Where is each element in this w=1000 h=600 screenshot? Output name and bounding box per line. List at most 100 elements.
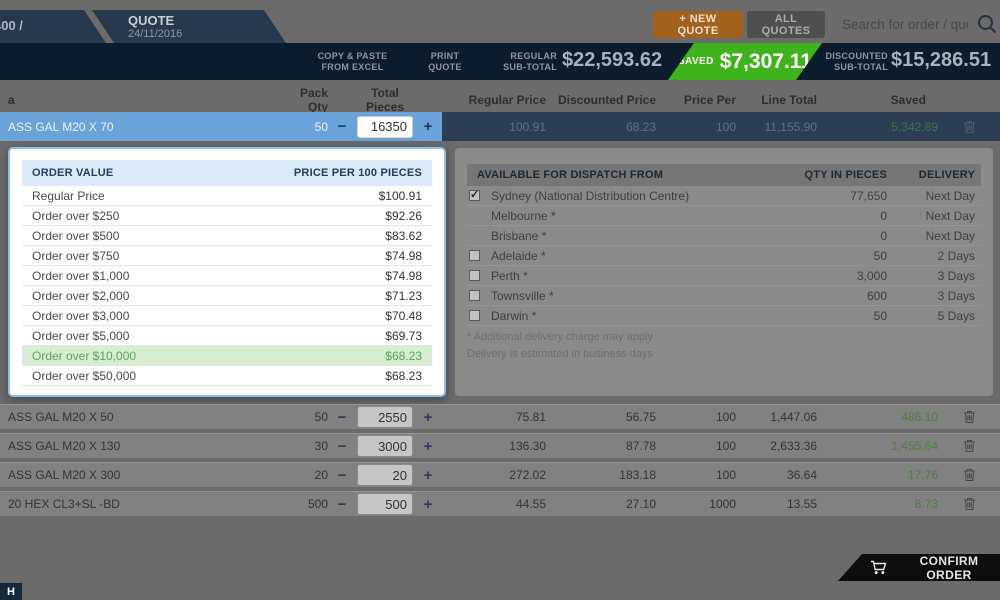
price-break-row: Order over $750 $74.98 [22,246,432,266]
print-quote-button[interactable]: PRINT QUOTE [428,51,462,72]
popup-header-order-value: ORDER VALUE [32,167,114,179]
summary-bar: COPY & PASTE FROM EXCEL PRINT QUOTE REGU… [0,43,1000,80]
dispatch-row: Townsville * 600 3 Days [467,286,981,306]
total-pieces-input[interactable] [357,406,413,428]
dispatch-panel: AVAILABLE FOR DISPATCH FROM QTY IN PIECE… [455,148,993,396]
discounted-price-value: 68.23 [625,119,656,134]
saved-value: $7,307.11 [719,49,812,73]
price-per-value: 100 [715,119,736,134]
dispatch-checkbox-icon[interactable] [469,270,480,281]
delete-row-button[interactable] [938,439,1000,453]
line-total-value: 11,155.90 [764,119,818,134]
header-line-total: Line Total [761,93,817,107]
dispatch-delivery-header: DELIVERY [918,169,975,181]
qty-decrement-button[interactable]: − [328,467,356,484]
regular-subtotal-label: REGULAR SUB-TOTAL [503,51,557,72]
header-price-per: Price Per [683,93,736,107]
dispatch-header: AVAILABLE FOR DISPATCH FROM QTY IN PIECE… [467,164,981,186]
price-break-row: Order over $250 $92.26 [22,206,432,226]
new-quote-button[interactable]: + NEW QUOTE [653,11,743,38]
qty-increment-button[interactable]: + [414,496,442,513]
delete-row-button[interactable] [938,497,1000,511]
popup-header-price-per: PRICE PER 100 PIECES [293,167,422,179]
dispatch-title: AVAILABLE FOR DISPATCH FROM [477,169,664,181]
all-quotes-button[interactable]: ALL QUOTES [747,11,825,38]
delete-row-button[interactable] [938,410,1000,424]
qty-decrement-button[interactable]: − [328,118,356,135]
total-pieces-input[interactable] [357,115,413,138]
price-break-row: Order over $50,000 $68.23 [22,366,432,386]
qty-increment-button[interactable]: + [414,467,442,484]
saved-label: SAVED [678,56,714,67]
regular-subtotal-value: $22,593.62 [562,49,663,71]
tab-previous[interactable]: 400 / [0,10,106,43]
discounted-subtotal-value: $15,286.51 [891,49,992,71]
trash-icon [963,120,976,134]
cart-icon [870,560,888,575]
qty-decrement-button[interactable]: − [328,438,356,455]
dispatch-note-charge: * Additional delivery charge may apply [467,331,653,343]
trash-icon [963,468,976,482]
popup-header: ORDER VALUE PRICE PER 100 PIECES [22,160,432,186]
table-row[interactable]: ASS GAL M20 X 300 20 − + 272.02 183.18 1… [0,463,1000,487]
header-regular-price: Regular Price [468,93,546,107]
dispatch-checkbox-icon[interactable] [469,250,480,261]
dispatch-qty-header: QTY IN PIECES [804,169,887,181]
dispatch-checkbox-checked-icon[interactable] [469,188,480,201]
price-break-row: Regular Price $100.91 [22,186,432,206]
search-box [840,13,998,35]
confirm-order-button[interactable]: CONFIRM ORDER [838,554,1000,581]
item-name: ASS GAL M20 X 50 [8,410,114,424]
table-row-selected[interactable]: ASS GAL M20 X 70 50 − + 100.91 68.23 100… [0,112,1000,141]
confirm-order-label: CONFIRM ORDER [919,553,979,582]
saved-badge: SAVED $7,307.11 [668,43,822,80]
trash-icon [963,439,976,453]
dispatch-row: Darwin * 50 5 Days [467,306,981,326]
table-row[interactable]: ASS GAL M20 X 50 50 − + 75.81 56.75 100 … [0,405,1000,429]
tab-quote[interactable]: QUOTE 24/11/2016 [92,10,286,43]
price-break-row: Order over $3,000 $70.48 [22,306,432,326]
dispatch-checkbox-icon[interactable] [469,310,480,321]
dispatch-row: Adelaide * 50 2 Days [467,246,981,266]
header-pack-qty: Pack Qty [299,86,328,114]
tab-previous-label: 400 / [0,18,23,33]
dispatch-row: Melbourne * 0 Next Day [467,206,981,226]
item-name: ASS GAL M20 X 300 [8,468,121,482]
header-total-pieces: Total Pieces [365,86,405,114]
total-pieces-input[interactable] [357,493,413,515]
total-pieces-input[interactable] [357,435,413,457]
delete-row-button[interactable] [938,468,1000,482]
discounted-subtotal-label: DISCOUNTED SUB-TOTAL [825,51,888,72]
search-input[interactable] [840,15,970,33]
dispatch-row: Sydney (National Distribution Centre) 77… [467,186,981,206]
price-break-row: Order over $500 $83.62 [22,226,432,246]
item-name: 20 HEX CL3+SL -BD [8,497,120,511]
qty-increment-button[interactable]: + [414,409,442,426]
price-break-row: Order over $1,000 $74.98 [22,266,432,286]
item-name: ASS GAL M20 X 130 [8,439,121,453]
tab-quote-title: QUOTE [128,13,175,28]
qty-decrement-button[interactable]: − [328,496,356,513]
qty-decrement-button[interactable]: − [328,409,356,426]
header-discounted-price: Discounted Price [557,93,656,107]
regular-price-value: 100.91 [509,119,546,134]
pack-qty-value: 50 [314,119,328,134]
corner-tab[interactable]: H [0,583,22,600]
search-icon[interactable] [976,13,998,35]
qty-increment-button[interactable]: + [414,118,442,135]
copy-paste-from-excel-button[interactable]: COPY & PASTE FROM EXCEL [317,51,388,72]
header-saved: Saved [890,93,926,107]
table-row[interactable]: ASS GAL M20 X 130 30 − + 136.30 87.78 10… [0,434,1000,458]
dispatch-note-delivery: Delivery is estimated in business days [467,348,653,361]
dispatch-row: Brisbane * 0 Next Day [467,226,981,246]
table-row[interactable]: 20 HEX CL3+SL -BD 500 − + 44.55 27.10 10… [0,492,1000,516]
trash-icon [963,497,976,511]
total-pieces-input[interactable] [357,464,413,486]
delete-row-button[interactable] [938,120,1000,134]
price-break-row: Order over $5,000 $69.73 [22,326,432,346]
item-name: ASS GAL M20 X 70 [8,119,114,134]
tab-quote-date: 24/11/2016 [128,28,183,40]
header-partial: a [8,93,15,107]
dispatch-checkbox-icon[interactable] [469,290,480,301]
qty-increment-button[interactable]: + [414,438,442,455]
